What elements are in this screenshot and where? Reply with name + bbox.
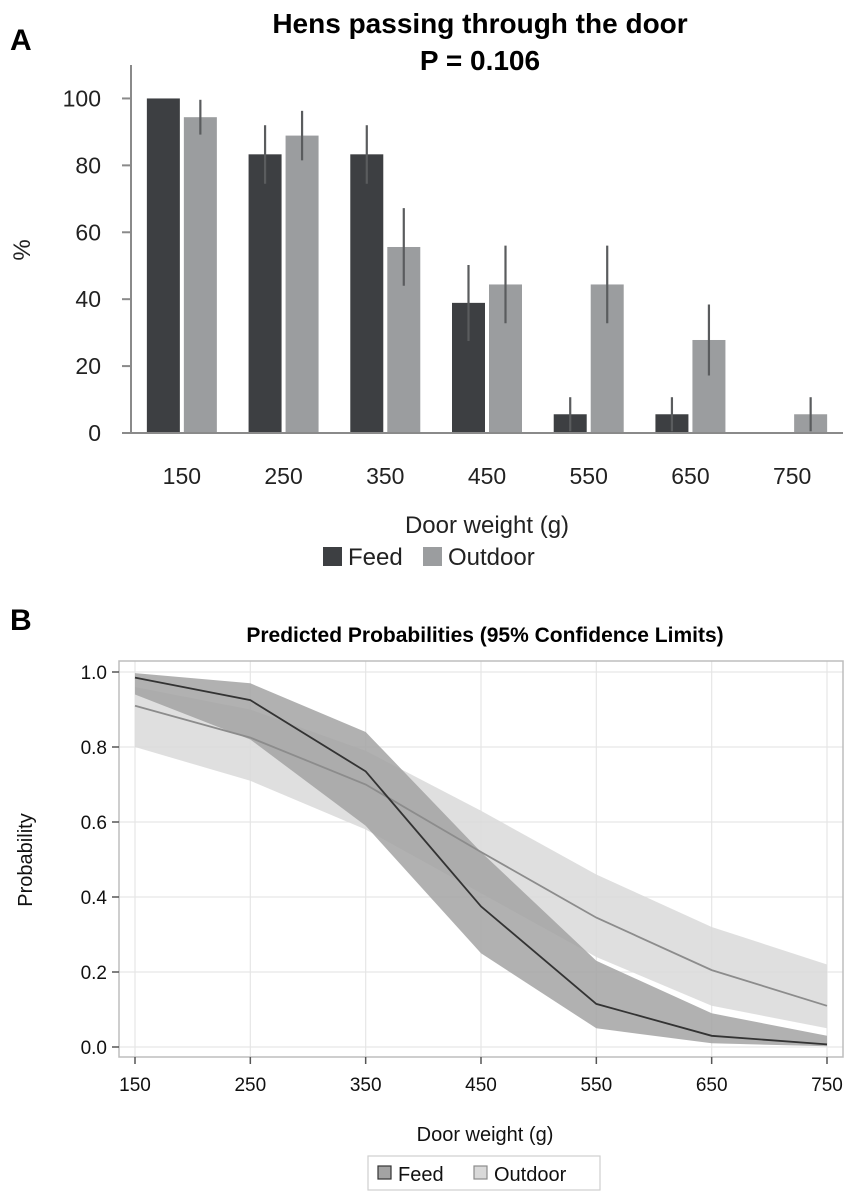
x-tick-label: 750 (773, 463, 811, 489)
chart-a-subtitle: P = 0.106 (420, 45, 540, 76)
y-tick-label: 0.4 (81, 888, 108, 909)
x-tick-label: 550 (580, 1075, 612, 1096)
chart-b-y-axis-label: Probability (15, 813, 37, 906)
y-tick-label: 40 (75, 286, 101, 312)
y-tick-label: 0.8 (81, 738, 107, 759)
legend-label-outdoor: Outdoor (448, 544, 535, 571)
y-tick-label: 60 (75, 219, 101, 245)
y-tick-label: 0.6 (81, 813, 107, 834)
x-tick-label: 650 (671, 463, 709, 489)
chart-a-y-ticks: 0 20 40 60 80 100 (63, 85, 131, 446)
chart-b-x-ticks: 150 250 350 450 550 650 750 (119, 1057, 843, 1096)
chart-b-x-axis-label: Door weight (g) (417, 1124, 554, 1146)
chart-b-y-ticks: 0.0 0.2 0.4 0.6 0.8 1.0 (81, 663, 119, 1059)
confidence-band-feed (135, 673, 827, 1047)
legend-swatch-feed (323, 547, 342, 566)
chart-b-legend: Feed Outdoor (367, 1155, 601, 1191)
x-tick-label: 350 (350, 1075, 382, 1096)
bar-outdoor-250 (285, 135, 319, 433)
y-tick-label: 1.0 (81, 663, 107, 684)
x-tick-label: 350 (366, 463, 404, 489)
y-tick-label: 80 (75, 152, 101, 178)
bar-feed-150 (146, 98, 180, 434)
y-tick-label: 0 (88, 420, 101, 446)
x-tick-label: 550 (570, 463, 608, 489)
chart-b-lines (134, 676, 828, 1046)
line-feed (134, 676, 828, 1046)
chart-a-error-bars (199, 99, 812, 432)
y-tick-label: 0.2 (81, 963, 107, 984)
chart-a-x-axis-label: Door weight (g) (405, 512, 569, 539)
y-tick-label: 20 (75, 353, 101, 379)
y-tick-label: 0.0 (81, 1038, 107, 1059)
y-tick-label: 100 (63, 85, 101, 111)
panel-a-letter: A (10, 24, 32, 57)
bar-feed-250 (248, 154, 282, 433)
x-tick-label: 250 (234, 1075, 266, 1096)
bar-feed-350 (350, 154, 384, 433)
chart-a-legend: Feed Outdoor (323, 544, 535, 571)
chart-a: 0 20 40 60 80 100 150 250 350 450 550 650 750 (63, 65, 843, 489)
x-tick-label: 150 (163, 463, 201, 489)
chart-a-x-ticks: 150 250 350 450 550 650 750 (163, 463, 812, 489)
x-tick-label: 150 (119, 1075, 151, 1096)
chart-b-title: Predicted Probabilities (95% Confidence … (246, 624, 723, 647)
panel-b-letter: B (10, 604, 32, 637)
chart-a-title: Hens passing through the door (272, 8, 687, 39)
x-tick-label: 750 (811, 1075, 843, 1096)
x-tick-label: 650 (696, 1075, 728, 1096)
legend-swatch-outdoor (423, 547, 442, 566)
chart-a-bars (146, 98, 828, 434)
line-outdoor (134, 704, 828, 1007)
legend-swatch-outdoor (473, 1165, 488, 1180)
chart-a-y-axis-label: % (9, 239, 36, 260)
legend-label-feed: Feed (348, 544, 403, 571)
x-tick-label: 450 (468, 463, 506, 489)
x-tick-label: 450 (465, 1075, 497, 1096)
chart-b: 0.0 0.2 0.4 0.6 0.8 1.0 150 250 350 450 550 650 750 (81, 660, 844, 1096)
legend-label-feed: Feed (398, 1164, 444, 1186)
legend-swatch-feed (377, 1165, 392, 1180)
x-tick-label: 250 (264, 463, 302, 489)
bar-outdoor-150 (183, 117, 217, 434)
legend-label-outdoor: Outdoor (494, 1164, 567, 1186)
